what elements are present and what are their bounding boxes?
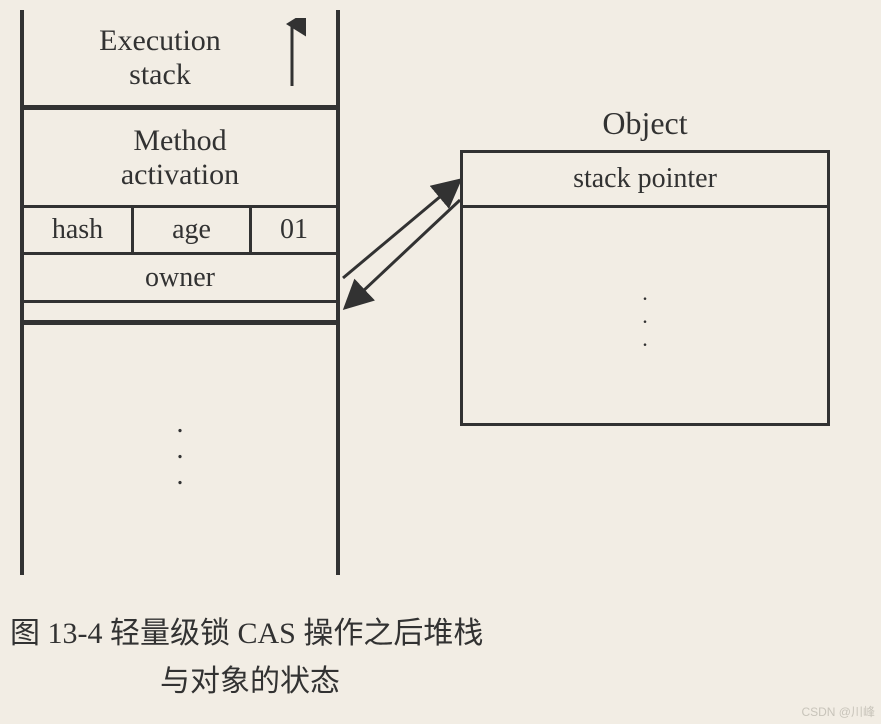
- mark-word-row: hash age 01: [20, 205, 340, 255]
- method-activation-label: Method activation: [121, 124, 239, 192]
- object-box: stack pointer . . .: [460, 150, 830, 426]
- diagram-area: Execution stack Method activation hash a…: [10, 10, 870, 600]
- object-block: Object stack pointer . . .: [460, 105, 830, 426]
- ellipsis-dot: .: [177, 443, 184, 457]
- stack-body: . . .: [20, 325, 340, 575]
- object-header: stack pointer: [463, 153, 827, 208]
- figure-caption: 图 13-4 轻量级锁 CAS 操作之后堆栈 与对象的状态: [10, 610, 870, 706]
- ellipsis-dot: .: [642, 333, 648, 344]
- stack-title: Execution stack: [99, 24, 221, 92]
- stack-title-cell: Execution stack: [20, 10, 340, 110]
- ellipsis-dot: .: [177, 469, 184, 483]
- caption-line1: 图 13-4 轻量级锁 CAS 操作之后堆栈: [10, 610, 870, 658]
- watermark: CSDN @川峰: [801, 703, 875, 720]
- hash-cell: hash: [24, 208, 134, 252]
- arrow-up-icon: [278, 18, 306, 88]
- method-activation-cell: Method activation: [20, 110, 340, 205]
- thin-row: [20, 303, 340, 325]
- ellipsis-dot: .: [177, 417, 184, 431]
- execution-stack: Execution stack Method activation hash a…: [20, 10, 340, 575]
- bits-cell: 01: [252, 208, 336, 252]
- caption-line2: 与对象的状态: [10, 658, 870, 706]
- object-title: Object: [460, 105, 830, 142]
- ellipsis-dot: .: [642, 287, 648, 298]
- age-cell: age: [134, 208, 252, 252]
- arrow-to-stack: [345, 200, 460, 308]
- arrow-to-object: [343, 180, 460, 278]
- owner-row: owner: [20, 255, 340, 303]
- ellipsis-dot: .: [642, 310, 648, 321]
- object-body: . . .: [463, 208, 827, 423]
- owner-label: owner: [145, 262, 215, 294]
